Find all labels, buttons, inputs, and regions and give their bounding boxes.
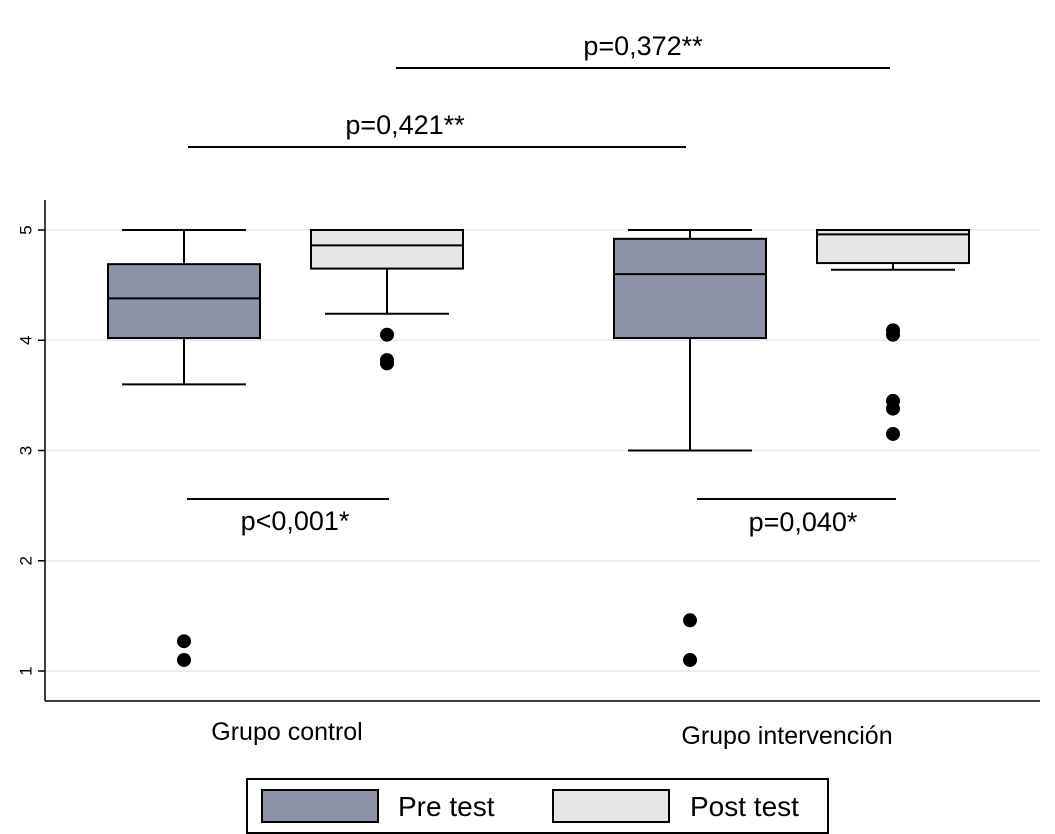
legend-swatch [552,789,670,823]
outlier-point [683,613,697,628]
box-iqr [310,229,464,270]
y-tick-label: 3 [17,446,36,455]
outlier-point [886,327,900,342]
outlier-point [683,652,697,667]
x-category-label: Grupo intervención [681,722,892,750]
outlier-point [886,426,900,441]
p-value-label: p=0,372** [583,31,703,61]
y-tick-label: 2 [17,556,36,565]
outlier-point [886,401,900,416]
box-iqr [613,237,767,340]
p-value-label: p=0,040* [749,507,858,537]
box-pre-test-1 [613,229,767,667]
box-iqr [816,229,970,265]
legend-label: Pre test [398,791,495,822]
box-iqr [107,263,261,340]
box-pre-test-0 [107,229,261,667]
box-post-test-1 [816,229,970,441]
y-tick-label: 5 [17,225,36,234]
legend-label: Post test [690,791,799,822]
outlier-point [380,327,394,342]
outlier-point [380,356,394,371]
p-value-label: p<0,001* [241,506,350,536]
box-post-test-0 [310,229,464,371]
y-tick-label: 1 [17,666,36,675]
outlier-point [177,634,191,649]
y-tick-label: 4 [17,336,36,345]
legend-swatch [261,789,379,823]
x-category-label: Grupo control [211,718,362,746]
outlier-point [177,652,191,667]
p-value-label: p=0,421** [345,110,465,140]
legend: Pre test Post test [246,778,829,834]
